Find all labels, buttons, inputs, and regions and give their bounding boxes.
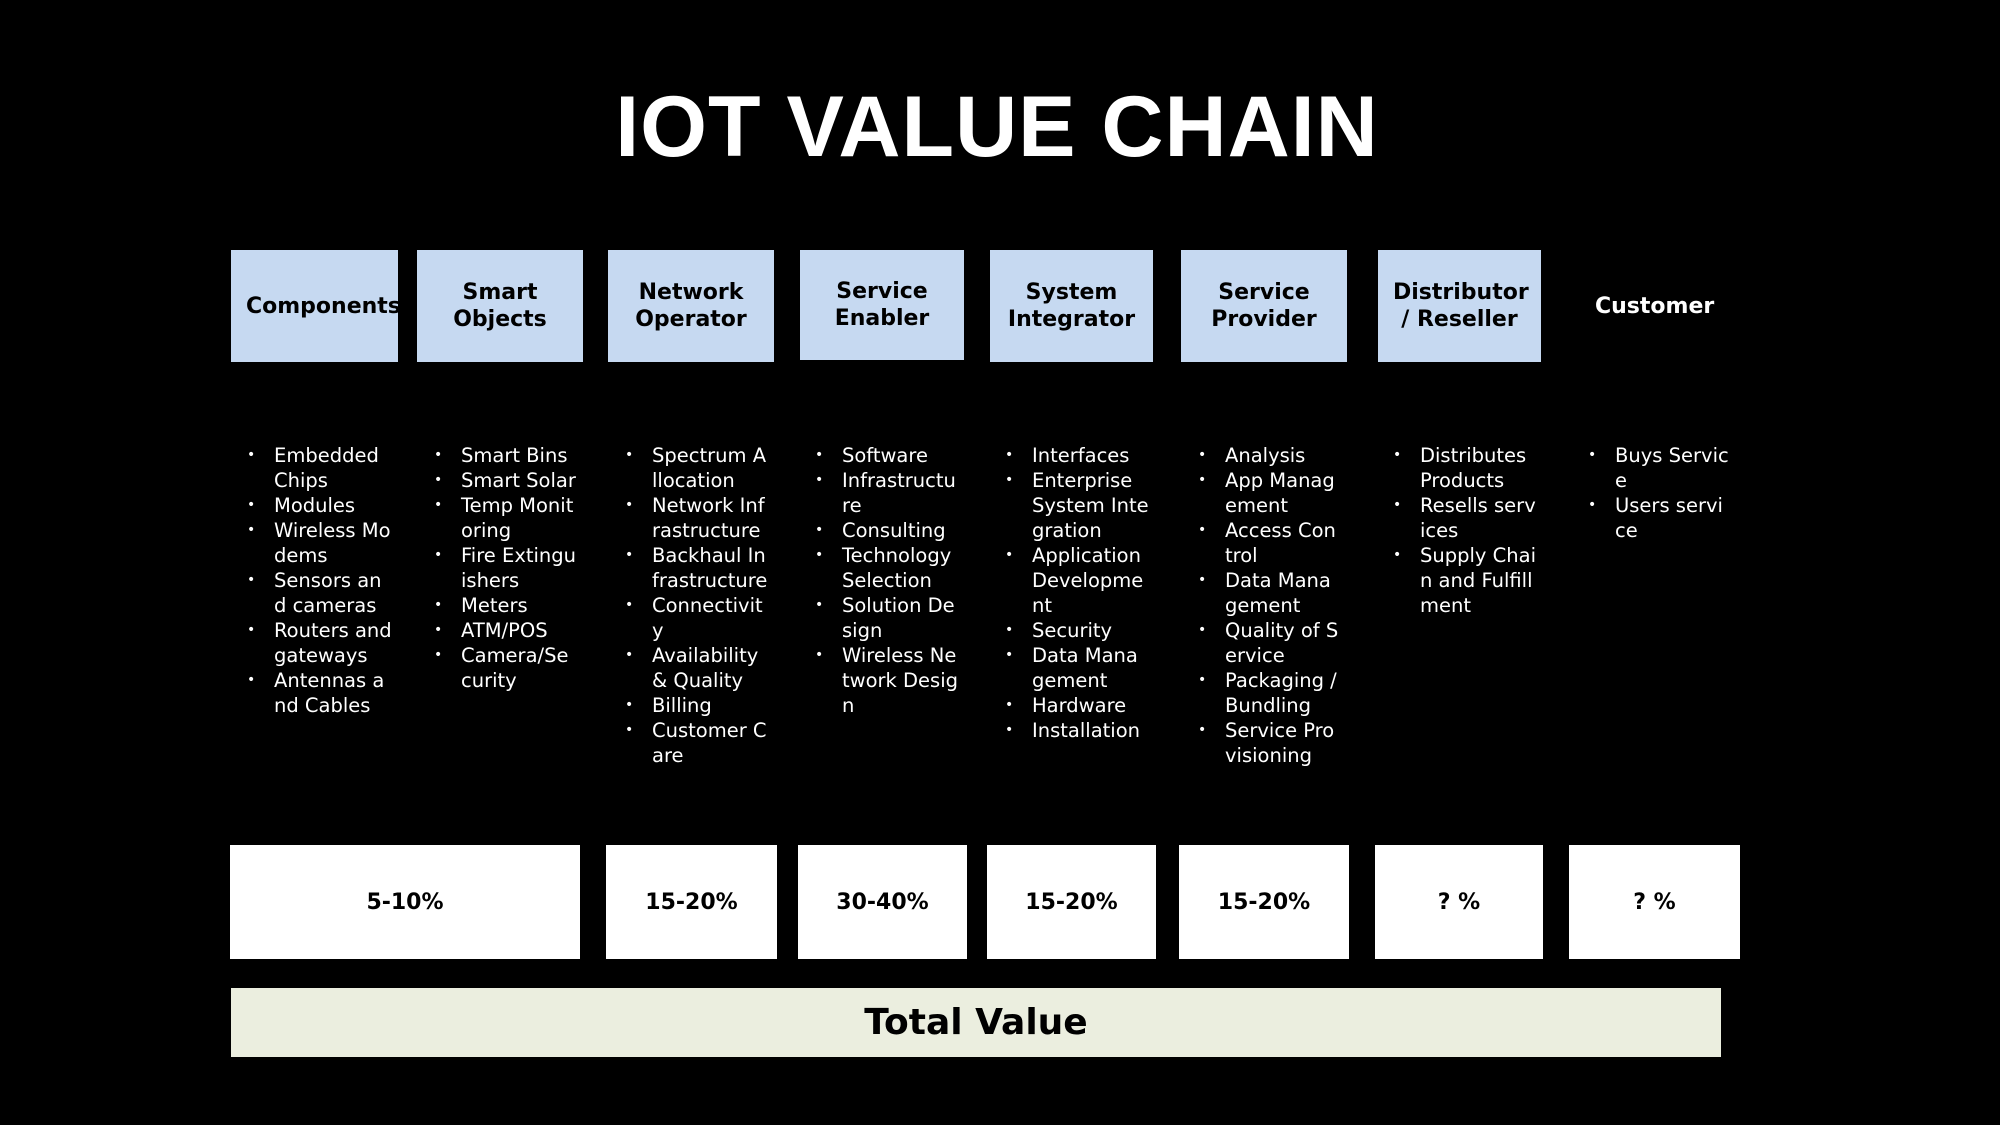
list-item: App Management [1198,468,1343,518]
stage-box-distributor-reseller: Distributor / Reseller [1378,250,1541,362]
list-item: Service Provisioning [1198,718,1343,768]
stage-activities-list: SoftwareInfrastructureConsultingTechnolo… [815,443,960,718]
value-share-box: 15-20% [1179,845,1349,959]
list-item: Users service [1588,493,1733,543]
list-item: Billing [625,693,770,718]
stage-label: Service Enabler [834,279,930,331]
list-item: Application Development [1005,543,1150,618]
list-item: Distributes Products [1393,443,1538,493]
value-share-box: ? % [1569,845,1740,959]
stage-activities-list: InterfacesEnterprise System IntegrationA… [1005,443,1150,743]
list-item: Data Management [1005,643,1150,693]
stage-activities-list: AnalysisApp ManagementAccess ControlData… [1198,443,1343,768]
list-item: Packaging / Bundling [1198,668,1343,718]
list-item: Customer Care [625,718,770,768]
stage-label: Distributor / Reseller [1393,280,1529,332]
list-item: Wireless Network Design [815,643,960,718]
value-share-box: 15-20% [987,845,1156,959]
list-item: Fire Extinguishers [434,543,579,593]
list-item: Supply Chain and Fulfillment [1393,543,1538,618]
stage-box-network-operator: Network Operator [608,250,774,362]
list-item: Technology Selection [815,543,960,593]
stage-label: Customer [1595,293,1715,319]
stage-box-service-enabler: Service Enabler [800,250,964,360]
stage-box-smart-objects: Smart Objects [417,250,583,362]
total-value-bar: Total Value [231,988,1721,1057]
list-item: Spectrum Allocation [625,443,770,493]
list-item: Hardware [1005,693,1150,718]
page-title: IOT VALUE CHAIN [615,79,1379,175]
list-item: Analysis [1198,443,1343,468]
list-item: Meters [434,593,579,618]
stage-label: Components [246,293,401,319]
list-item: Interfaces [1005,443,1150,468]
list-item: Smart Solar [434,468,579,493]
list-item: Antennas and Cables [247,668,392,718]
stage-activities-list: Spectrum AllocationNetwork Infrastructur… [625,443,770,768]
list-item: Installation [1005,718,1150,743]
list-item: Resells services [1393,493,1538,543]
stage-box-service-provider: Service Provider [1181,250,1347,362]
list-item: Embedded Chips [247,443,392,493]
stage-activities-list: Smart BinsSmart SolarTemp MonitoringFire… [434,443,579,693]
list-item: ATM/POS [434,618,579,643]
stage-label: System Integrator [1007,280,1136,332]
list-item: Backhaul Infrastructure [625,543,770,593]
value-share-box: 15-20% [606,845,777,959]
value-share-box: 30-40% [798,845,967,959]
stage-activities-list: Buys ServiceUsers service [1588,443,1733,543]
list-item: Modules [247,493,392,518]
list-item: Consulting [815,518,960,543]
list-item: Availability & Quality [625,643,770,693]
stage-box-system-integrator: System Integrator [990,250,1153,362]
list-item: Data Management [1198,568,1343,618]
list-item: Enterprise System Integration [1005,468,1150,543]
list-item: Smart Bins [434,443,579,468]
list-item: Quality of Service [1198,618,1343,668]
value-share-box: ? % [1375,845,1543,959]
list-item: Access Control [1198,518,1343,568]
list-item: Connectivity [625,593,770,643]
list-item: Camera/Security [434,643,579,693]
stage-box-customer: Customer [1580,250,1728,362]
list-item: Network Infrastructure [625,493,770,543]
list-item: Security [1005,618,1150,643]
list-item: Solution Design [815,593,960,643]
list-item: Temp Monitoring [434,493,579,543]
stage-activities-list: Distributes ProductsResells servicesSupp… [1393,443,1538,618]
stage-label: Network Operator [635,280,747,332]
list-item: Buys Service [1588,443,1733,493]
stage-label: Smart Objects [453,280,547,332]
list-item: Software [815,443,960,468]
list-item: Infrastructure [815,468,960,518]
list-item: Routers and gateways [247,618,392,668]
value-share-box: 5-10% [230,845,580,959]
list-item: Sensors and cameras [247,568,392,618]
stage-activities-list: Embedded ChipsModulesWireless ModemsSens… [247,443,392,718]
stage-box-components: Components [231,250,401,362]
stage-label: Service Provider [1211,280,1317,332]
list-item: Wireless Modems [247,518,392,568]
